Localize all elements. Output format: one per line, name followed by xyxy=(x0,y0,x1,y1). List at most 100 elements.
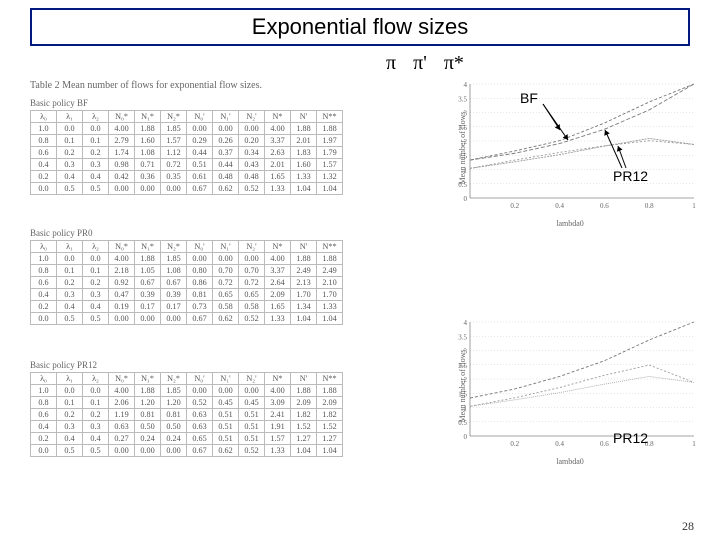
data-table: Basic policy BFλ₀λ₁λ₂N₀*N₁*N₂*N₀'N₁'N₂'N… xyxy=(30,98,343,195)
pi-legend: π π' π* xyxy=(380,52,470,75)
cell: 0.51 xyxy=(213,433,239,445)
cell: 0.61 xyxy=(187,171,213,183)
cell: 0.67 xyxy=(187,183,213,195)
cell: 0.00 xyxy=(135,313,161,325)
col-header: N₀' xyxy=(187,373,213,385)
pi-star: π* xyxy=(444,52,464,74)
cell: 1.85 xyxy=(161,253,187,265)
cell: 1.82 xyxy=(291,409,317,421)
cell: 2.49 xyxy=(291,265,317,277)
cell: 0.5 xyxy=(83,445,109,457)
cell: 0.3 xyxy=(83,159,109,171)
col-header: N' xyxy=(291,241,317,253)
cell: 0.2 xyxy=(31,301,57,313)
table-row: 0.40.30.30.630.500.500.630.510.511.911.5… xyxy=(31,421,343,433)
table-row: 0.40.30.30.980.710.720.510.440.432.011.6… xyxy=(31,159,343,171)
table-row: 0.00.50.50.000.000.000.670.620.521.331.0… xyxy=(31,183,343,195)
table-row: 0.40.30.30.470.390.390.810.650.652.091.7… xyxy=(31,289,343,301)
cell: 1.88 xyxy=(291,253,317,265)
cell: 0.35 xyxy=(161,171,187,183)
cell: 0.42 xyxy=(109,171,135,183)
svg-text:4: 4 xyxy=(464,319,468,327)
xlabel: lambda0 xyxy=(556,457,584,466)
svg-text:1: 1 xyxy=(692,202,696,210)
cell: 0.0 xyxy=(31,313,57,325)
cell: 0.58 xyxy=(239,301,265,313)
cell: 0.00 xyxy=(161,313,187,325)
chart-annotation: PR12 xyxy=(613,430,648,446)
cell: 1.60 xyxy=(135,135,161,147)
cell: 0.24 xyxy=(161,433,187,445)
cell: 0.65 xyxy=(213,289,239,301)
cell: 0.37 xyxy=(213,147,239,159)
chart-annotation: BF xyxy=(520,90,538,106)
cell: 0.0 xyxy=(57,385,83,397)
col-header: N' xyxy=(291,111,317,123)
col-header: N₁* xyxy=(135,373,161,385)
cell: 0.3 xyxy=(83,421,109,433)
cell: 1.04 xyxy=(317,445,343,457)
cell: 1.88 xyxy=(135,253,161,265)
cell: 1.65 xyxy=(265,301,291,313)
cell: 1.52 xyxy=(317,421,343,433)
cell: 2.01 xyxy=(265,159,291,171)
cell: 0.0 xyxy=(31,445,57,457)
col-header: N₂* xyxy=(161,111,187,123)
table-row: 0.20.40.40.270.240.240.650.510.511.571.2… xyxy=(31,433,343,445)
cell: 0.00 xyxy=(213,253,239,265)
cell: 0.3 xyxy=(57,421,83,433)
cell: 0.3 xyxy=(83,289,109,301)
col-header: λ₁ xyxy=(57,111,83,123)
cell: 0.4 xyxy=(31,421,57,433)
cell: 0.51 xyxy=(239,433,265,445)
cell: 1.88 xyxy=(317,385,343,397)
cell: 4.00 xyxy=(265,385,291,397)
cell: 0.2 xyxy=(31,433,57,445)
table-row: 0.80.10.12.061.201.200.520.450.453.092.0… xyxy=(31,397,343,409)
cell: 0.8 xyxy=(31,265,57,277)
table-title: Basic policy PR12 xyxy=(30,360,343,370)
cell: 0.92 xyxy=(109,277,135,289)
cell: 1.20 xyxy=(161,397,187,409)
pi-prime: π' xyxy=(413,52,427,74)
cell: 1.33 xyxy=(317,301,343,313)
cell: 0.52 xyxy=(239,313,265,325)
cell: 0.6 xyxy=(31,409,57,421)
cell: 0.48 xyxy=(213,171,239,183)
cell: 4.00 xyxy=(265,253,291,265)
svg-text:0: 0 xyxy=(464,433,468,441)
cell: 1.27 xyxy=(291,433,317,445)
chart-pr12: Mean number of flows 00.511.522.533.540.… xyxy=(440,316,700,456)
cell: 0.81 xyxy=(135,409,161,421)
cell: 2.13 xyxy=(291,277,317,289)
cell: 0.4 xyxy=(57,171,83,183)
cell: 0.3 xyxy=(57,159,83,171)
svg-text:4: 4 xyxy=(464,81,468,89)
cell: 1.04 xyxy=(291,445,317,457)
cell: 0.00 xyxy=(213,385,239,397)
col-header: λ₂ xyxy=(83,241,109,253)
col-header: N₀* xyxy=(109,111,135,123)
data-table: Basic policy PR12λ₀λ₁λ₂N₀*N₁*N₂*N₀'N₁'N₂… xyxy=(30,360,343,457)
cell: 1.88 xyxy=(317,123,343,135)
cell: 0.70 xyxy=(213,265,239,277)
cell: 0.62 xyxy=(213,183,239,195)
cell: 0.51 xyxy=(213,409,239,421)
cell: 2.63 xyxy=(265,147,291,159)
cell: 0.2 xyxy=(83,147,109,159)
cell: 0.29 xyxy=(187,135,213,147)
col-header: N₁' xyxy=(213,111,239,123)
cell: 1.88 xyxy=(135,385,161,397)
svg-text:0.6: 0.6 xyxy=(600,202,609,210)
cell: 0.4 xyxy=(57,301,83,313)
table-row: 0.00.50.50.000.000.000.670.620.521.331.0… xyxy=(31,313,343,325)
table: λ₀λ₁λ₂N₀*N₁*N₂*N₀'N₁'N₂'N*N'N**1.00.00.0… xyxy=(30,110,343,195)
cell: 0.67 xyxy=(187,313,213,325)
table-row: 0.60.20.21.741.081.120.440.370.342.631.8… xyxy=(31,147,343,159)
col-header: N' xyxy=(291,373,317,385)
cell: 0.50 xyxy=(161,421,187,433)
cell: 0.1 xyxy=(83,265,109,277)
svg-text:0.4: 0.4 xyxy=(555,202,564,210)
cell: 0.4 xyxy=(83,171,109,183)
cell: 0.8 xyxy=(31,135,57,147)
